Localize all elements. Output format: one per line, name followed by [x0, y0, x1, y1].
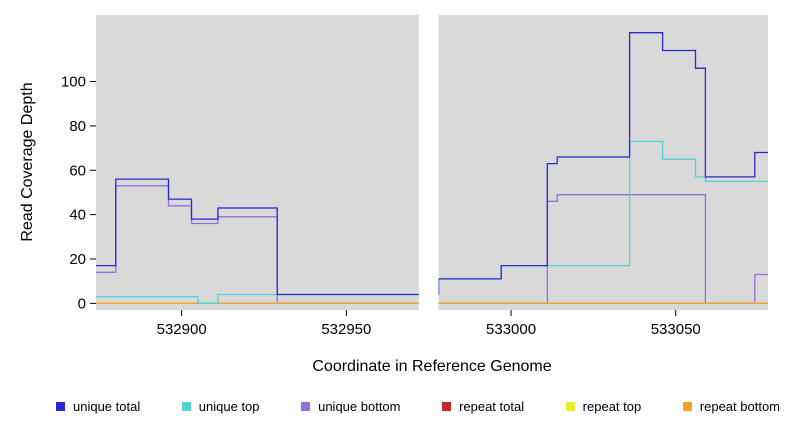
repeat-bottom-swatch-icon — [682, 402, 692, 411]
unique-bottom-swatch-icon — [301, 402, 311, 411]
svg-text:532950: 532950 — [321, 321, 371, 338]
svg-text:60: 60 — [69, 162, 86, 179]
svg-text:0: 0 — [78, 295, 86, 312]
x-axis-title: Coordinate in Reference Genome — [312, 358, 552, 375]
legend-label: repeat top — [582, 399, 642, 414]
unique-top-swatch-icon — [181, 402, 191, 411]
legend-label: repeat bottom — [699, 399, 780, 414]
repeat-top-swatch-icon — [565, 402, 575, 411]
masked-region — [418, 15, 439, 310]
legend-item-repeat-total: repeat total — [442, 399, 524, 414]
legend-label: repeat total — [459, 399, 525, 414]
legend-item-unique-total: unique total — [56, 399, 140, 414]
svg-text:80: 80 — [69, 118, 86, 135]
series-unique-total — [96, 32, 768, 296]
svg-text:533000: 533000 — [486, 321, 536, 338]
svg-text:20: 20 — [69, 251, 86, 268]
svg-text:100: 100 — [61, 74, 86, 91]
repeat-total-swatch-icon — [442, 402, 452, 411]
legend-item-repeat-bottom: repeat bottom — [682, 399, 780, 414]
legend-label: unique top — [198, 399, 260, 414]
svg-text:40: 40 — [69, 207, 86, 224]
legend-label: unique total — [73, 399, 141, 414]
legend-item-unique-top: unique top — [181, 399, 260, 414]
unique-total-swatch-icon — [56, 402, 65, 411]
plot-area: 532900 532950 533000 533050 0 20 40 60 80 100 — [61, 15, 768, 338]
svg-text:532900: 532900 — [157, 321, 207, 338]
legend-label: unique bottom — [318, 399, 401, 414]
y-axis-title: Read Coverage Depth — [19, 82, 36, 242]
legend: unique total unique top unique bottom re… — [0, 399, 792, 414]
legend-item-unique-bottom: unique bottom — [301, 399, 401, 414]
legend-item-repeat-top: repeat top — [565, 399, 642, 414]
svg-text:533050: 533050 — [651, 321, 701, 338]
